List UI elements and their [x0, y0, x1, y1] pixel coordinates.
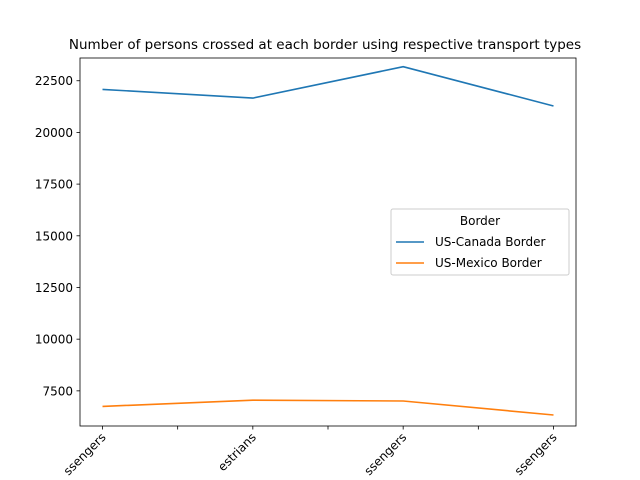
- x-tick-label: ssengers: [361, 430, 409, 478]
- x-tick-label: ssengers: [61, 430, 109, 478]
- legend-title: Border: [460, 214, 500, 228]
- y-tick-label: 15000: [35, 229, 73, 243]
- series-line-0: [102, 65, 554, 107]
- y-tick-label: 10000: [35, 333, 73, 347]
- series-line-1: [102, 399, 554, 416]
- y-tick-label: 17500: [35, 178, 73, 192]
- y-tick-label: 12500: [35, 281, 73, 295]
- chart-title: Number of persons crossed at each border…: [69, 37, 581, 53]
- legend-box: [390, 208, 570, 276]
- legend-label-us-mexico: US-Mexico Border: [435, 256, 542, 270]
- x-tick-label: ssengers: [512, 430, 560, 478]
- y-tick-label: 22500: [35, 74, 73, 88]
- x-tick-label: estrians: [215, 430, 259, 474]
- y-tick-label: 7500: [42, 384, 73, 398]
- legend: Border US-Canada Border US-Mexico Border: [390, 208, 570, 276]
- legend-label-us-canada: US-Canada Border: [435, 235, 546, 249]
- y-tick-label: 20000: [35, 126, 73, 140]
